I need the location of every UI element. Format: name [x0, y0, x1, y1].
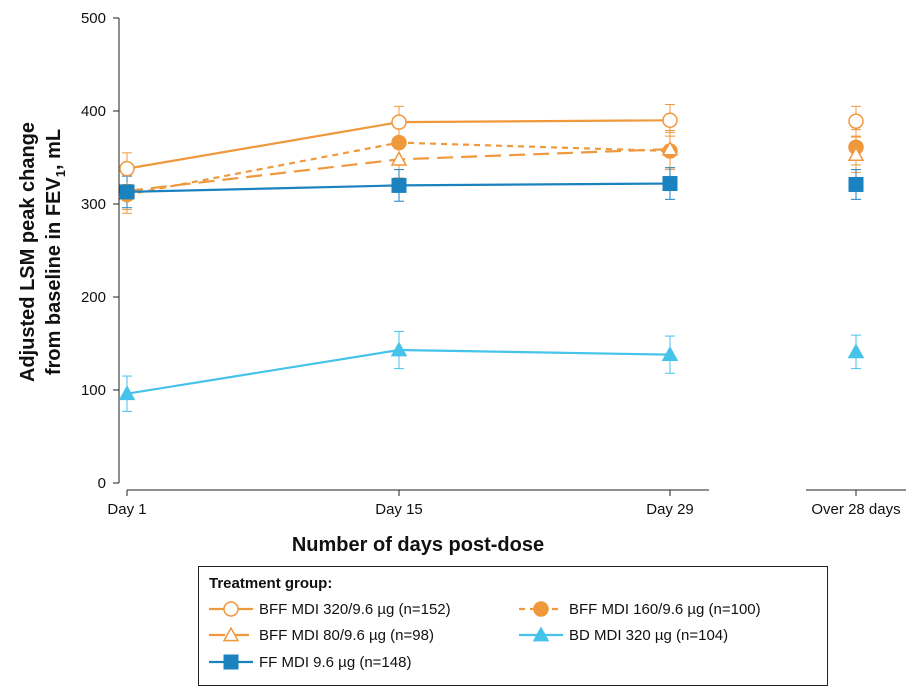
legend-label: BFF MDI 80/9.6 µg (n=98)	[259, 626, 434, 644]
marker-point-bff-mdi-80-9-6-g-n-98	[390, 150, 408, 166]
y-tick-label: 500	[81, 10, 106, 27]
x-tick-label: Day 29	[646, 501, 694, 518]
y-tick-label: 100	[81, 382, 106, 399]
marker-point-bff-mdi-80-9-6-g-n-98	[661, 140, 679, 156]
marker-overall-point-ff-mdi-9-6-g-n-148	[848, 176, 864, 192]
marker-point-bff-mdi-320-9-6-g-n-152	[391, 114, 407, 130]
x-tick-label: Day 15	[375, 501, 423, 518]
legend-swatch-marker	[222, 626, 240, 642]
legend-title: Treatment group:	[209, 575, 333, 592]
marker-overall-point-bff-mdi-80-9-6-g-n-98	[847, 146, 865, 162]
legend-swatch-marker	[533, 601, 549, 617]
legend-swatch-marker	[223, 601, 239, 617]
marker-point-bd-mdi-320-g-n-104	[661, 346, 679, 362]
legend-label: BFF MDI 160/9.6 µg (n=100)	[569, 600, 761, 618]
legend-label: FF MDI 9.6 µg (n=148)	[259, 653, 412, 671]
marker-point-ff-mdi-9-6-g-n-148	[391, 177, 407, 193]
plot-area: 0 100 200 300 400 500 Day 1 Day 15 Day 29 Over 28…	[17, 10, 906, 556]
legend-swatch-bff-mdi-320-9-6-g-n-152	[209, 601, 253, 617]
y-tick-label: 400	[81, 103, 106, 120]
legend-swatch-bd-mdi-320-g-n-104	[519, 626, 563, 642]
y-tick-label: 200	[81, 289, 106, 306]
y-tick-label: 300	[81, 196, 106, 213]
marker-point-bd-mdi-320-g-n-104	[390, 341, 408, 357]
legend-item-ff-9-6: FF MDI 9.6 µg (n=148)	[207, 651, 411, 673]
legend-label: BFF MDI 320/9.6 µg (n=152)	[259, 600, 451, 618]
legend-swatch-marker	[532, 626, 550, 642]
marker-overall-point-bd-mdi-320-g-n-104	[847, 343, 865, 359]
x-tick-label-overall: Over 28 days	[811, 501, 900, 518]
legend-item-bff-320: BFF MDI 320/9.6 µg (n=152)	[207, 598, 451, 620]
legend-swatch-bff-mdi-80-9-6-g-n-98	[209, 626, 253, 642]
y-axis-title-line1: Adjusted LSM peak change	[17, 122, 39, 382]
legend-item-bff-80: BFF MDI 80/9.6 µg (n=98)	[207, 624, 434, 646]
x-tick-label: Day 1	[107, 501, 146, 518]
legend-item-bd-320: BD MDI 320 µg (n=104)	[517, 624, 728, 646]
legend-swatch-ff-mdi-9-6-g-n-148	[209, 654, 253, 670]
marker-point-bd-mdi-320-g-n-104	[118, 385, 136, 401]
y-axis-title-line2: from baseline in FEV1, mL	[43, 129, 68, 375]
x-axis-title: Number of days post-dose	[292, 534, 544, 556]
marker-point-ff-mdi-9-6-g-n-148	[662, 176, 678, 192]
marker-overall-point-bff-mdi-320-9-6-g-n-152	[848, 113, 864, 129]
marker-point-bff-mdi-320-9-6-g-n-152	[662, 112, 678, 129]
legend-swatch-marker	[223, 654, 239, 670]
legend-swatch-bff-mdi-160-9-6-g-n-100	[519, 601, 563, 617]
legend-label: BD MDI 320 µg (n=104)	[569, 626, 729, 644]
legend: Treatment group: BFF MDI 320/9.6 µg (n=1…	[198, 566, 828, 686]
y-tick-label: 0	[98, 475, 106, 492]
marker-point-ff-mdi-9-6-g-n-148	[119, 184, 135, 200]
legend-item-bff-160: BFF MDI 160/9.6 µg (n=100)	[517, 598, 761, 620]
marker-point-bff-mdi-320-9-6-g-n-152	[119, 160, 135, 177]
marker-point-bff-mdi-160-9-6-g-n-100	[391, 134, 407, 151]
